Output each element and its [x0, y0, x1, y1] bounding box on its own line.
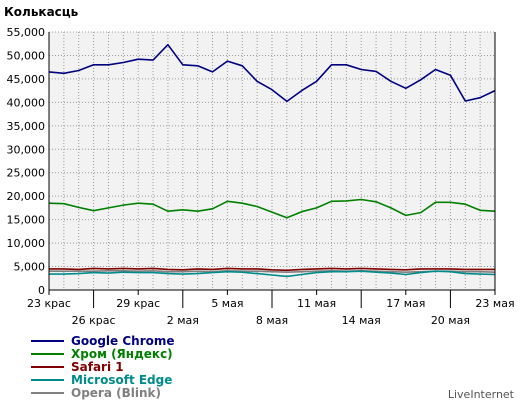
- y-tick-label: 50,000: [7, 49, 46, 62]
- y-tick-label: 15,000: [7, 214, 46, 227]
- y-tick-label: 20,000: [7, 190, 46, 203]
- x-tick-label: 26 крас: [72, 314, 116, 327]
- x-tick-label: 23 мая: [475, 297, 514, 310]
- y-tick-label: 35,000: [7, 120, 46, 133]
- legend-label: Хром (Яндекс): [71, 347, 173, 361]
- x-tick-label: 17 мая: [386, 297, 425, 310]
- x-tick-label: 8 мая: [256, 314, 288, 327]
- axes: [48, 32, 496, 291]
- series-line: [49, 270, 496, 278]
- series-line: [49, 269, 496, 274]
- y-tick-label: 10,000: [7, 237, 46, 250]
- y-tick-label: 25,000: [7, 167, 46, 180]
- legend-label: Opera (Blink): [71, 386, 161, 400]
- x-tick-label: 20 мая: [431, 314, 470, 327]
- grid-layer: [49, 31, 495, 290]
- series-line: [48, 198, 496, 219]
- legend-label: Microsoft Edge: [71, 373, 172, 387]
- y-axis-ticks: 0 5,000 10,000 15,000 20,000 25,000 30,000 35,0…: [7, 26, 46, 297]
- x-tick-label: 2 мая: [167, 314, 199, 327]
- brand-label: LiveInternet: [448, 388, 515, 401]
- legend-label: Google Chrome: [71, 334, 175, 348]
- y-tick-label: 5,000: [14, 261, 46, 274]
- y-tick-label: 55,000: [7, 26, 46, 39]
- x-tick-label: 29 крас: [116, 297, 160, 310]
- series-line: [49, 267, 495, 272]
- x-tick-label: 5 мая: [211, 297, 243, 310]
- series-line: [48, 43, 496, 103]
- y-tick-label: 40,000: [7, 96, 46, 109]
- y-tick-label: 30,000: [7, 143, 46, 156]
- y-tick-label: 45,000: [7, 73, 46, 86]
- x-axis-ticks: 23 крас 29 крас 5 мая 11 мая 17 мая 23 мая 26 …: [27, 290, 515, 327]
- chart-title: Колькасць: [4, 5, 79, 19]
- legend-label: Safari 1: [71, 360, 124, 374]
- y-tick-label: 0: [38, 284, 45, 297]
- x-tick-label: 23 крас: [27, 297, 71, 310]
- x-tick-label: 14 мая: [342, 314, 381, 327]
- series-lines: [48, 43, 496, 278]
- x-tick-label: 11 мая: [297, 297, 336, 310]
